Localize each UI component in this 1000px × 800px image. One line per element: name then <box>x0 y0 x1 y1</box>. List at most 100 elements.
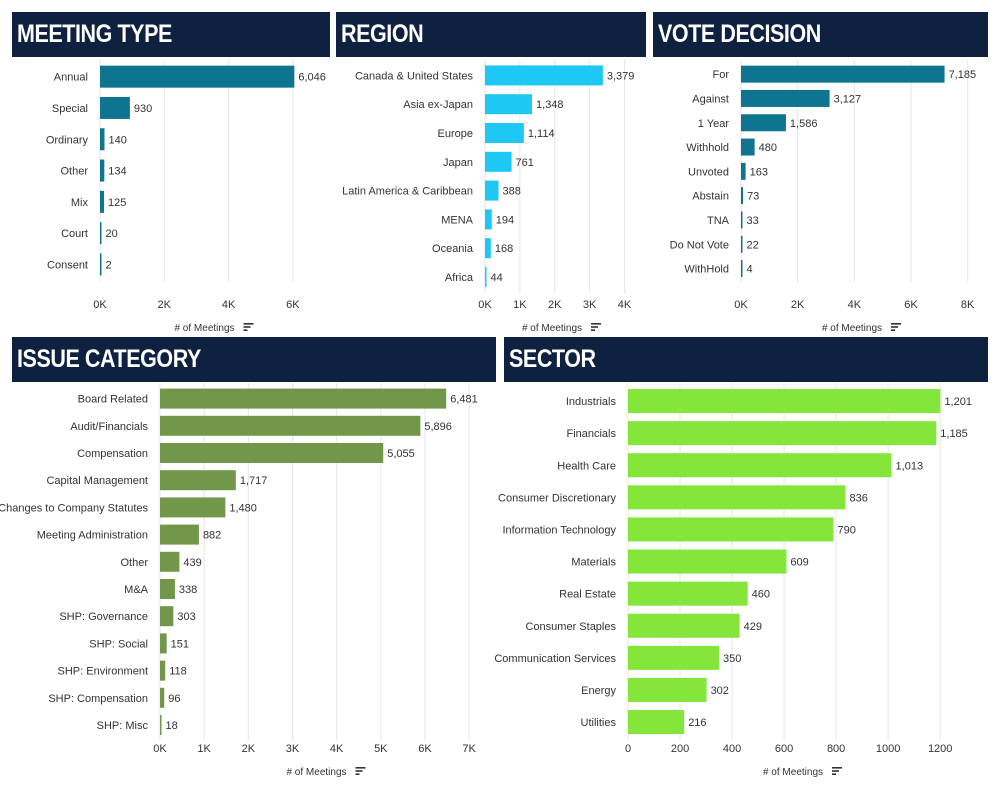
region-panel: REGION 0K 1K 2K 3K 4K Canada & United States 3… <box>336 12 646 334</box>
x-axis-label: # of Meetings <box>822 323 882 334</box>
issue-category-title: ISSUE CATEGORY <box>12 337 496 382</box>
category-label: Health Care <box>557 460 616 472</box>
sort-icon-bar <box>591 329 595 331</box>
x-tick-label: 1K <box>513 299 527 311</box>
data-label: 33 <box>747 215 759 227</box>
category-label: Communication Services <box>494 653 616 665</box>
sort-icon-bar <box>891 329 895 331</box>
category-label: Audit/Financials <box>70 421 148 433</box>
bar <box>628 453 892 478</box>
category-label: Changes to Company Statutes <box>0 502 148 514</box>
sort-icon[interactable] <box>891 323 901 331</box>
bar <box>741 114 786 132</box>
sort-icon-bar <box>832 773 836 775</box>
issue-category-chart: 0K 1K 2K 3K 4K 5K 6K 7K Board Related 6,481 Audit/… <box>0 383 478 778</box>
bar <box>160 606 174 627</box>
category-label: Meeting Administration <box>37 530 148 542</box>
meeting-type-panel: MEETING TYPE 0K 2K 4K 6K Annual 6,046 Special 9… <box>12 12 330 334</box>
x-tick-label: 0K <box>153 743 167 755</box>
bar <box>160 715 162 735</box>
data-label: 480 <box>759 142 777 154</box>
data-label: 350 <box>723 653 741 665</box>
data-label: 1,586 <box>790 118 818 130</box>
sort-icon-bar <box>591 326 598 328</box>
sort-icon[interactable] <box>591 323 601 331</box>
data-label: 5,055 <box>387 448 415 460</box>
bar <box>160 443 384 463</box>
data-label: 6,481 <box>450 394 478 406</box>
data-label: 20 <box>106 228 118 240</box>
x-axis-label: # of Meetings <box>286 767 346 778</box>
x-tick-label: 0K <box>478 299 492 311</box>
bar <box>741 162 746 180</box>
x-tick-label: 7K <box>462 743 476 755</box>
data-label: 134 <box>108 166 126 178</box>
x-tick-label: 200 <box>671 743 689 755</box>
x-tick-label: 1200 <box>928 743 952 755</box>
bar <box>160 660 166 681</box>
sort-icon[interactable] <box>355 767 366 775</box>
bar <box>160 687 165 708</box>
bar <box>100 96 130 119</box>
bar <box>160 579 175 599</box>
bar <box>741 260 743 278</box>
sort-icon[interactable] <box>832 767 842 775</box>
data-label: 140 <box>109 134 127 146</box>
category-label: Consumer Staples <box>526 621 617 633</box>
category-label: Annual <box>54 72 88 84</box>
category-label: SHP: Misc <box>97 720 149 732</box>
data-label: 151 <box>171 638 189 650</box>
category-label: For <box>713 69 730 81</box>
sort-icon-bar <box>243 329 248 331</box>
category-label: Capital Management <box>46 475 148 487</box>
category-label: Materials <box>571 557 616 569</box>
data-label: 836 <box>849 492 867 504</box>
sort-icon-bar <box>355 767 366 769</box>
bar <box>160 415 421 436</box>
data-label: 18 <box>166 720 178 732</box>
sort-icon-bar <box>832 770 839 772</box>
category-label: Ordinary <box>46 134 89 146</box>
x-tick-label: 6K <box>418 743 432 755</box>
x-axis-label: # of Meetings <box>174 323 234 334</box>
data-label: 609 <box>790 557 808 569</box>
data-label: 6,046 <box>298 72 326 84</box>
x-tick-label: 1000 <box>876 743 900 755</box>
data-label: 4 <box>747 264 753 276</box>
category-label: Court <box>61 228 88 240</box>
category-label: Utilities <box>581 717 617 729</box>
bar <box>628 613 740 638</box>
sort-icon-bar <box>243 326 251 328</box>
x-tick-label: 0K <box>734 299 748 311</box>
vote-decision-title: VOTE DECISION <box>653 12 988 57</box>
category-label: Other <box>120 557 148 569</box>
category-label: SHP: Social <box>89 638 148 650</box>
data-label: 1,201 <box>944 396 972 408</box>
category-label: Other <box>60 166 88 178</box>
bar <box>485 238 491 259</box>
sort-icon[interactable] <box>243 323 254 331</box>
x-tick-label: 0K <box>93 299 107 311</box>
category-label: Abstain <box>692 191 729 203</box>
data-label: 5,896 <box>424 421 452 433</box>
x-tick-label: 4K <box>618 299 632 311</box>
bar <box>628 677 707 702</box>
category-label: Special <box>52 103 88 115</box>
x-tick-label: 600 <box>775 743 793 755</box>
category-label: Consent <box>47 259 88 271</box>
category-label: TNA <box>707 215 730 227</box>
x-tick-label: 4K <box>222 299 236 311</box>
bar <box>160 551 180 572</box>
x-tick-label: 3K <box>583 299 597 311</box>
bar <box>485 180 499 201</box>
data-label: 125 <box>108 197 126 209</box>
category-label: 1 Year <box>698 118 730 130</box>
sector-title: SECTOR <box>504 337 988 382</box>
issue-category-panel: ISSUE CATEGORY 0K 1K 2K 3K 4K 5K 6K 7K Board Rel… <box>0 337 496 787</box>
bar <box>160 388 447 409</box>
category-label: Oceania <box>432 243 474 255</box>
bar <box>628 517 834 542</box>
bar <box>628 710 685 735</box>
bar <box>485 65 603 86</box>
category-label: Canada & United States <box>355 70 474 82</box>
